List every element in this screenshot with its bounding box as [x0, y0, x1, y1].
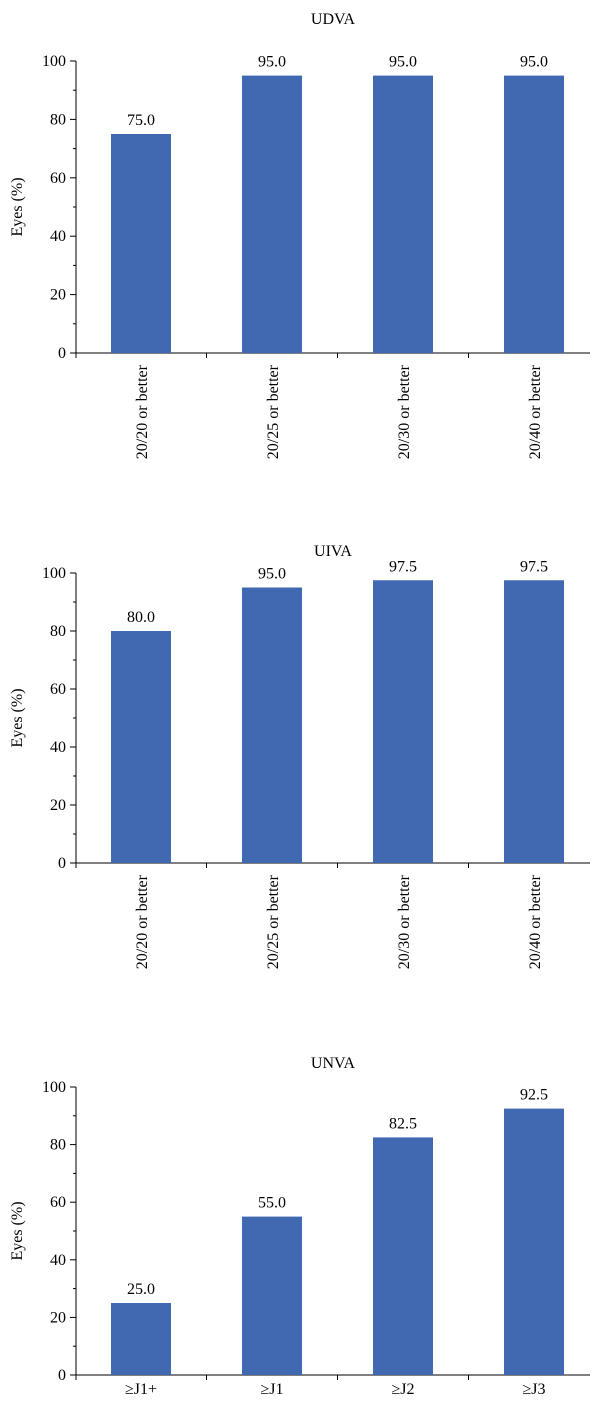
x-category-label: ≥J2 [391, 1381, 414, 1398]
bar [242, 587, 302, 863]
y-tick-label: 60 [50, 681, 66, 698]
y-tick-label: 60 [50, 170, 66, 187]
chart-1: UIVA 0 20 40 60 80 100 Eyes (%) 80.0 95.0 97.5 97.5… [9, 543, 590, 969]
y-tick-label: 40 [50, 1252, 66, 1269]
bar-value-label: 75.0 [127, 112, 155, 129]
y-tick-label: 20 [50, 287, 66, 304]
y-tick-label: 80 [50, 1137, 66, 1154]
x-category-label: ≥J1 [260, 1381, 283, 1398]
bar [111, 631, 171, 863]
bar [373, 75, 433, 353]
x-category-label: 20/40 or better [527, 364, 544, 459]
chart-title: UDVA [311, 11, 356, 28]
y-tick-label: 100 [42, 1079, 66, 1096]
x-category-label: 20/25 or better [265, 364, 282, 459]
bar-value-label: 97.5 [389, 558, 417, 575]
y-tick-label: 80 [50, 623, 66, 640]
x-category-label: 20/20 or better [134, 364, 151, 459]
x-category-label: 20/20 or better [134, 874, 151, 969]
bar-value-label: 25.0 [127, 1281, 155, 1298]
y-axis-label: Eyes (%) [9, 1201, 26, 1260]
y-tick-label: 0 [58, 855, 66, 872]
y-tick-label: 100 [42, 565, 66, 582]
bar-value-label: 55.0 [258, 1195, 286, 1212]
x-category-label: 20/40 or better [527, 874, 544, 969]
bar-value-label: 80.0 [127, 609, 155, 626]
x-category-label: 20/25 or better [265, 874, 282, 969]
bar-value-label: 97.5 [520, 558, 548, 575]
x-category-label: 20/30 or better [396, 874, 413, 969]
bar [111, 1303, 171, 1375]
chart-2: UNVA 0 20 40 60 80 100 Eyes (%) 25.0 55.0 82.5 92.5… [9, 1055, 590, 1398]
y-tick-label: 100 [42, 53, 66, 70]
bar-value-label: 82.5 [389, 1115, 417, 1132]
chart-title: UIVA [314, 543, 352, 560]
bar [373, 580, 433, 863]
y-tick-label: 40 [50, 228, 66, 245]
y-axis-label: Eyes (%) [9, 177, 26, 236]
y-tick-label: 60 [50, 1194, 66, 1211]
chart-0: UDVA 0 20 40 60 80 100 Eyes (%) 75.0 95.0 95.0 95.0… [9, 11, 590, 459]
y-tick-label: 0 [58, 1367, 66, 1384]
y-tick-label: 80 [50, 111, 66, 128]
bar-value-label: 95.0 [520, 54, 548, 71]
bar [504, 75, 564, 353]
bar [242, 1216, 302, 1375]
bar-value-label: 92.5 [520, 1087, 548, 1104]
bar [111, 134, 171, 353]
bar [373, 1137, 433, 1375]
bar-value-label: 95.0 [258, 54, 286, 71]
bar-value-label: 95.0 [389, 54, 417, 71]
chart-title: UNVA [311, 1055, 356, 1072]
y-axis-label: Eyes (%) [9, 688, 26, 747]
x-category-label: 20/30 or better [396, 364, 413, 459]
bar [242, 75, 302, 353]
y-tick-label: 20 [50, 797, 66, 814]
y-tick-label: 0 [58, 345, 66, 362]
bar [504, 580, 564, 863]
x-category-label: ≥J3 [522, 1381, 545, 1398]
bar-value-label: 95.0 [258, 566, 286, 583]
y-tick-label: 40 [50, 739, 66, 756]
y-tick-label: 20 [50, 1309, 66, 1326]
bar [504, 1108, 564, 1375]
x-category-label: ≥J1+ [125, 1381, 157, 1398]
